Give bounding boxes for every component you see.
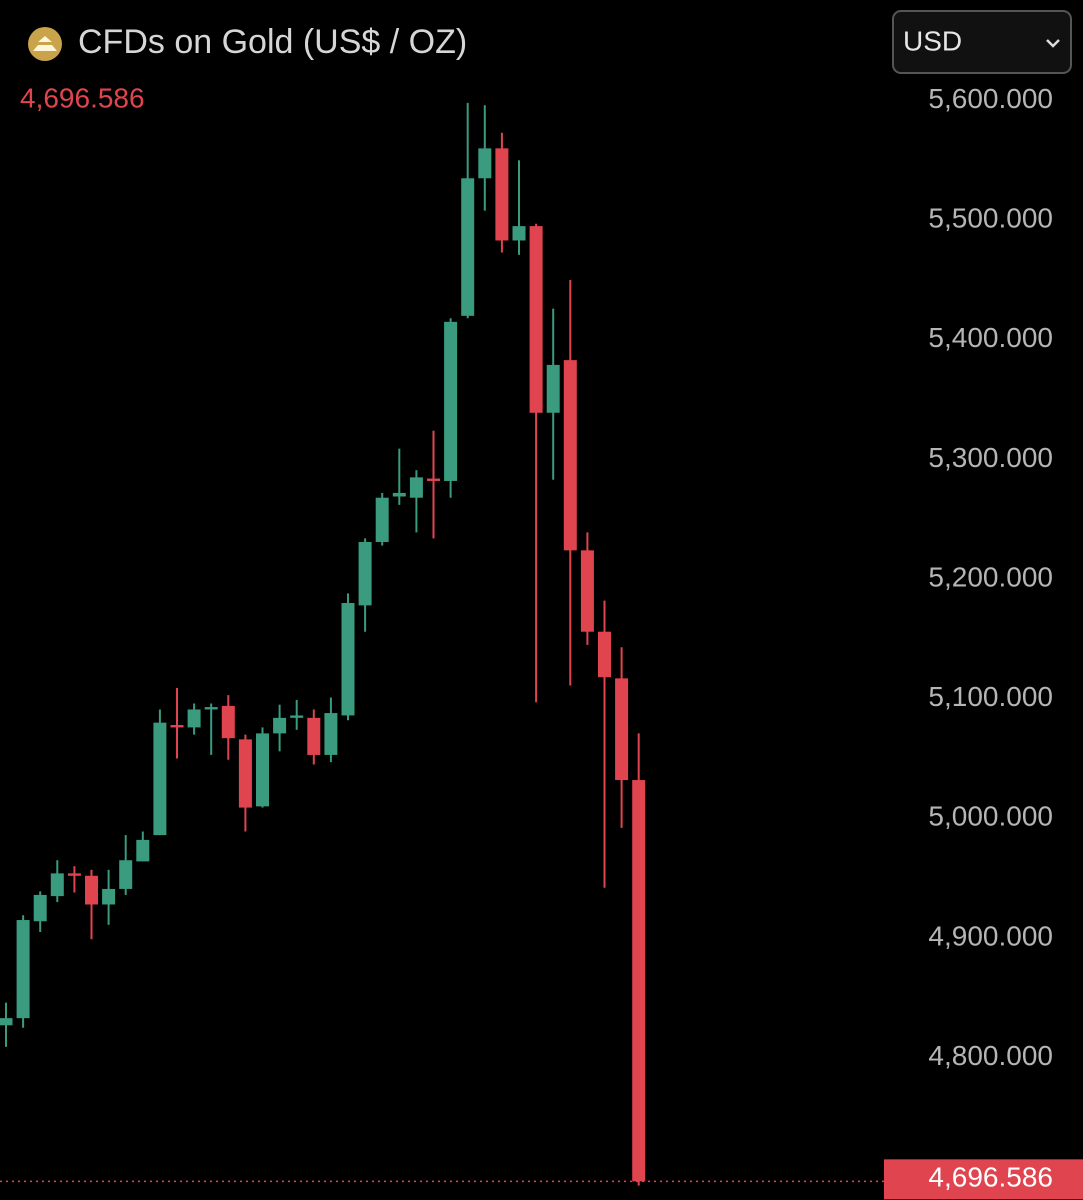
candle-body xyxy=(512,226,526,241)
candle-body xyxy=(16,920,30,1019)
candle-body xyxy=(85,875,98,905)
y-tick-label: 5,100.000 xyxy=(928,681,1053,712)
candle-body xyxy=(307,717,321,755)
y-tick-label: 4,900.000 xyxy=(928,920,1053,951)
candle-body xyxy=(238,739,252,808)
candle-body xyxy=(273,717,287,734)
price-tag-label: 4,696.586 xyxy=(928,1162,1053,1193)
candle-body xyxy=(50,873,64,897)
y-tick-label: 5,200.000 xyxy=(928,561,1053,592)
candle-body xyxy=(409,477,423,498)
candle-body xyxy=(444,321,458,481)
candle-body xyxy=(221,705,235,739)
candle-body xyxy=(563,360,577,551)
y-tick-label: 4,800.000 xyxy=(928,1040,1053,1071)
price-tag xyxy=(884,1159,1083,1200)
dropdown-box[interactable] xyxy=(892,10,1072,74)
gold-icon xyxy=(28,27,62,61)
candle-body xyxy=(341,602,355,716)
candle-body xyxy=(67,873,81,876)
candle-body xyxy=(358,541,372,606)
chart-title: CFDs on Gold (US$ / OZ) xyxy=(78,23,467,61)
header-price: 4,696.586 xyxy=(20,82,145,113)
candle-body xyxy=(290,715,304,718)
candle-body xyxy=(170,725,184,728)
y-tick-label: 5,500.000 xyxy=(928,203,1053,234)
candle-body xyxy=(187,709,201,728)
dropdown-value[interactable]: USD xyxy=(903,25,962,56)
candle-body xyxy=(478,148,492,179)
y-tick-label: 5,600.000 xyxy=(928,83,1053,114)
y-tick-label: 5,400.000 xyxy=(928,322,1053,353)
candle-body xyxy=(580,550,594,632)
y-tick-label: 5,000.000 xyxy=(928,801,1053,832)
candle-body xyxy=(102,888,116,905)
candle-body xyxy=(598,631,611,678)
candle-body xyxy=(546,364,560,413)
candle-body xyxy=(427,478,440,481)
candle-body xyxy=(33,894,47,922)
candle-body xyxy=(632,780,646,1182)
candle-body xyxy=(392,492,406,497)
candle-body xyxy=(204,707,218,710)
candle-body xyxy=(136,839,150,862)
dropdown-chevron[interactable] xyxy=(1046,39,1060,48)
currency-dropdown[interactable]: USD xyxy=(892,10,1072,74)
candle-body xyxy=(495,148,509,241)
candle-body xyxy=(324,713,338,755)
candle-body xyxy=(119,860,133,889)
candle-body xyxy=(0,1018,13,1026)
candle-body xyxy=(529,226,543,413)
candle-body xyxy=(615,678,629,781)
candle-body xyxy=(375,497,389,542)
candle-body xyxy=(256,733,269,807)
y-tick-label: 5,300.000 xyxy=(928,442,1053,473)
candle-body xyxy=(461,178,475,316)
candle-body xyxy=(153,722,167,836)
